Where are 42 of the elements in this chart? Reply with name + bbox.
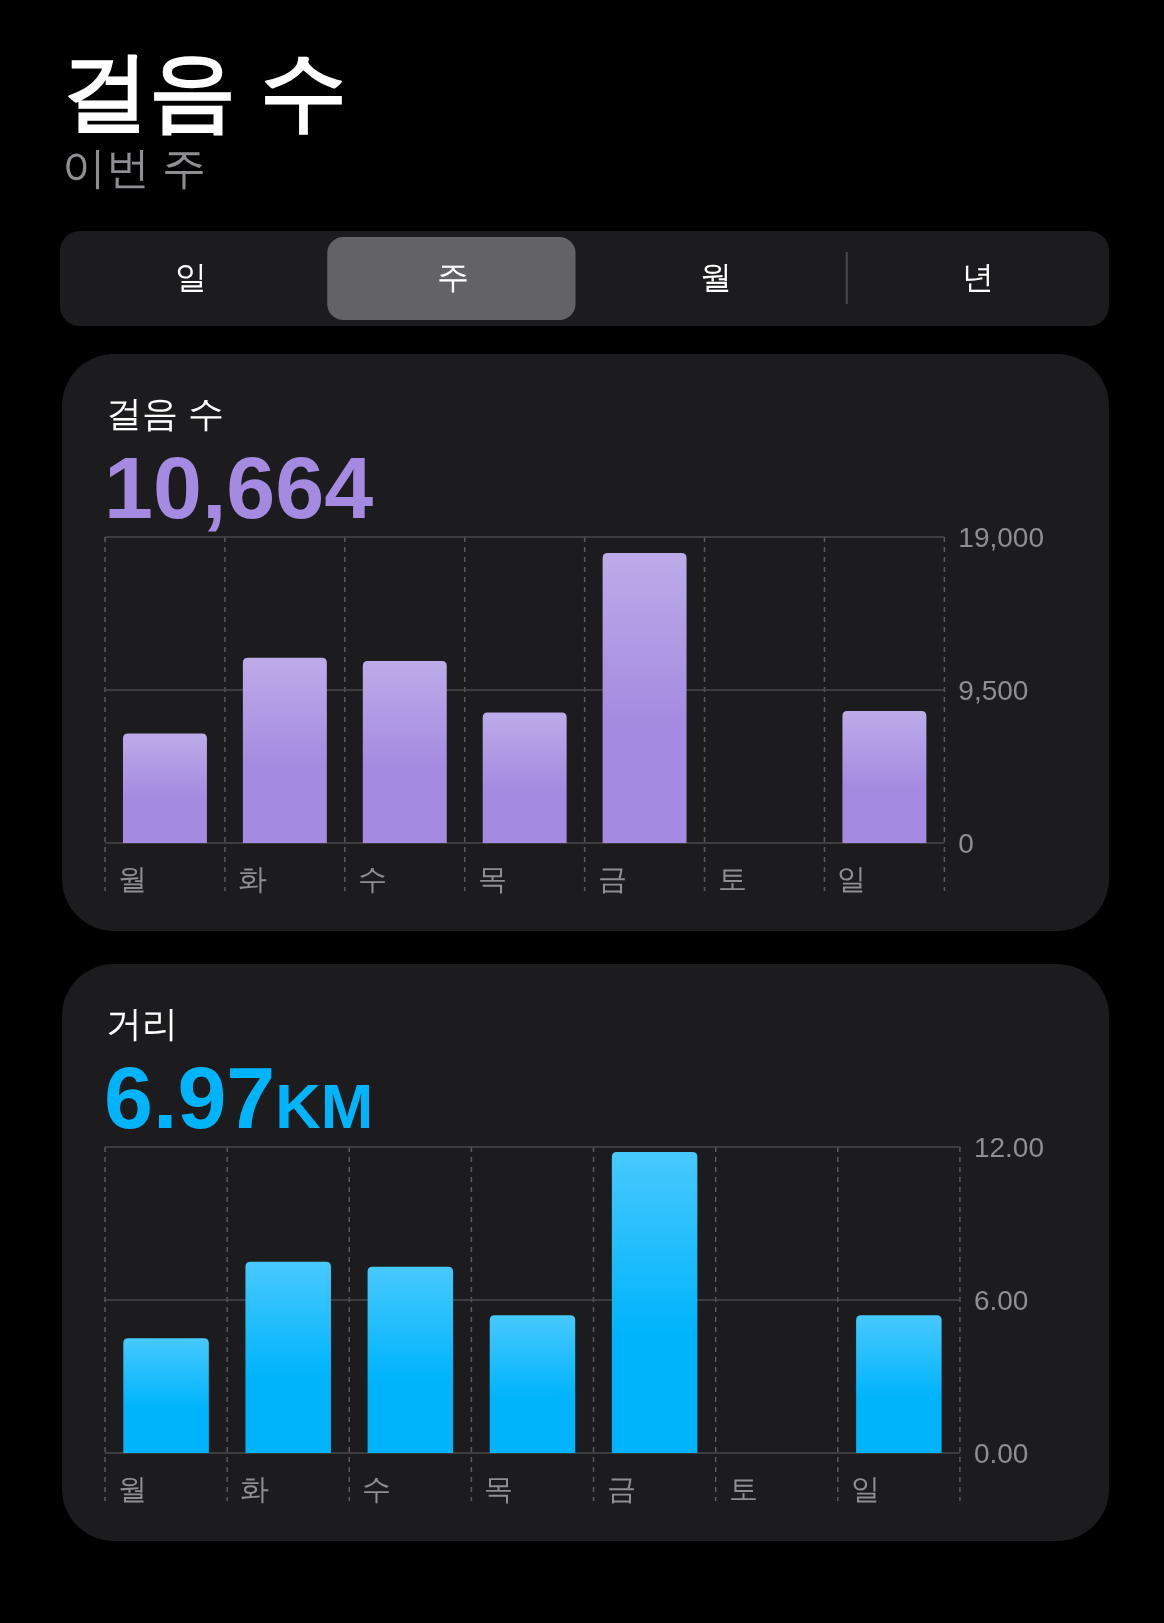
y-tick-label: 19,000 — [958, 521, 1044, 553]
text: 일 — [175, 259, 208, 295]
bar — [367, 1266, 454, 1453]
chart-title: 거리 — [106, 1003, 178, 1044]
text: 걸음 수 — [62, 42, 348, 139]
bar — [856, 1315, 942, 1453]
x-tick-label: 토 — [717, 863, 747, 895]
bar — [245, 1261, 331, 1453]
x-tick-label: 월 — [118, 863, 147, 895]
text: 주 — [437, 259, 470, 295]
y-tick-label: 6.00 — [973, 1284, 1029, 1316]
chart-title: 걸음 수 — [106, 393, 225, 434]
bar — [489, 1315, 576, 1453]
x-tick-label: 일 — [837, 863, 867, 895]
chart-subtitle: 10,664 — [104, 438, 374, 537]
x-tick-label: 일 — [850, 1473, 880, 1505]
bar — [482, 712, 567, 843]
text: 년 — [961, 259, 994, 295]
x-tick-label: 목 — [484, 1473, 514, 1505]
x-tick-label: 금 — [597, 863, 627, 895]
x-tick-label: 토 — [728, 1473, 758, 1505]
x-tick-label: 수 — [357, 863, 387, 895]
x-tick-label: 화 — [240, 1473, 270, 1505]
bar — [122, 733, 207, 843]
chart-subtitle: 6.97KM — [104, 1048, 374, 1147]
x-tick-label: 월 — [118, 1473, 147, 1505]
y-tick-label: 12.00 — [973, 1131, 1045, 1163]
bar — [362, 661, 447, 843]
x-tick-label: 화 — [237, 863, 267, 895]
bar — [123, 1338, 209, 1453]
y-tick-label: 9,500 — [958, 674, 1029, 706]
bar — [842, 710, 927, 843]
bar — [602, 553, 687, 843]
bar — [611, 1152, 698, 1453]
x-tick-label: 금 — [606, 1473, 636, 1505]
text: 월 — [699, 259, 732, 295]
bar — [242, 657, 327, 843]
x-tick-label: 수 — [362, 1473, 392, 1505]
y-tick-label: 0.00 — [973, 1437, 1029, 1469]
text: 이번 주 — [62, 143, 207, 192]
x-tick-label: 목 — [477, 863, 507, 895]
y-tick-label: 0 — [958, 827, 974, 859]
